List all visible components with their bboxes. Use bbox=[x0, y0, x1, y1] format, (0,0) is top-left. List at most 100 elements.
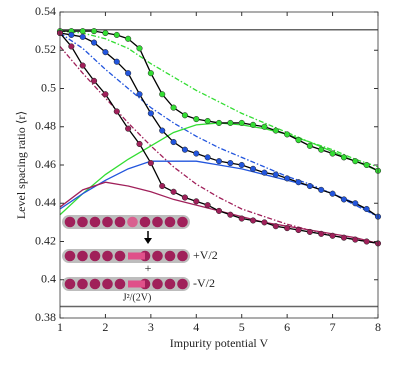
marker bbox=[272, 223, 279, 230]
marker bbox=[136, 91, 143, 98]
marker bbox=[113, 31, 120, 39]
marker bbox=[193, 198, 200, 205]
x-tick-label: 1 bbox=[57, 320, 63, 334]
site bbox=[177, 250, 188, 262]
dashed-line bbox=[59, 32, 379, 218]
site bbox=[152, 216, 163, 228]
marker bbox=[352, 200, 359, 207]
y-tick-label: 0.54 bbox=[35, 4, 56, 18]
site bbox=[127, 216, 138, 228]
marker bbox=[170, 188, 177, 195]
site bbox=[164, 216, 176, 228]
site bbox=[114, 216, 126, 228]
marker bbox=[295, 137, 302, 144]
marker bbox=[295, 179, 302, 186]
marker bbox=[261, 169, 268, 176]
y-tick-label: 0.48 bbox=[35, 119, 56, 133]
y-tick-label: 0.52 bbox=[35, 42, 56, 56]
marker bbox=[125, 70, 132, 77]
marker bbox=[181, 146, 188, 153]
marker bbox=[159, 182, 166, 190]
site bbox=[89, 250, 101, 262]
site bbox=[102, 278, 113, 290]
site bbox=[164, 278, 176, 290]
bond bbox=[128, 280, 145, 288]
marker bbox=[215, 158, 223, 165]
site bbox=[139, 216, 151, 228]
marker bbox=[329, 190, 336, 197]
marker bbox=[227, 160, 234, 167]
dashed-line bbox=[59, 30, 379, 168]
marker bbox=[352, 158, 359, 165]
bond bbox=[128, 252, 145, 260]
marker bbox=[363, 238, 370, 245]
marker bbox=[261, 219, 268, 226]
marker bbox=[340, 196, 347, 203]
marker bbox=[352, 236, 359, 243]
site bbox=[152, 250, 163, 262]
marker bbox=[68, 31, 75, 39]
marker bbox=[261, 123, 268, 130]
marker bbox=[284, 225, 291, 232]
marker bbox=[238, 119, 245, 126]
marker bbox=[284, 131, 291, 138]
y-tick-label: 0.44 bbox=[35, 195, 56, 209]
x-tick-label: 6 bbox=[284, 320, 290, 334]
marker bbox=[102, 91, 109, 98]
site bbox=[152, 278, 163, 290]
marker bbox=[295, 226, 302, 234]
site bbox=[177, 216, 188, 228]
marker bbox=[318, 146, 325, 153]
site bbox=[102, 250, 113, 262]
x-tick-label: 5 bbox=[239, 320, 245, 334]
marker bbox=[363, 205, 370, 213]
marker bbox=[250, 165, 257, 172]
marker bbox=[215, 207, 223, 214]
y-tick-label: 0.42 bbox=[35, 233, 56, 247]
marker bbox=[363, 161, 370, 169]
y-tick-label: 0.4 bbox=[41, 272, 56, 286]
marker bbox=[250, 121, 257, 128]
x-tick-label: 4 bbox=[193, 320, 199, 334]
annotation: +V/2 bbox=[193, 248, 218, 262]
marker bbox=[159, 127, 166, 134]
marker bbox=[113, 58, 120, 65]
site bbox=[64, 278, 76, 290]
marker bbox=[147, 160, 154, 167]
solid-line bbox=[59, 122, 379, 216]
inset-diagram: + +V/2 -V/2 J²/(2V) bbox=[62, 215, 218, 303]
marker bbox=[79, 62, 86, 69]
x-tick-label: 2 bbox=[102, 320, 108, 334]
annotation: J²/(2V) bbox=[123, 292, 152, 303]
x-tick-label: 3 bbox=[148, 320, 154, 334]
marker bbox=[79, 28, 86, 35]
marker bbox=[272, 127, 279, 134]
marker bbox=[329, 232, 336, 239]
marker bbox=[318, 230, 325, 237]
x-tick-label: 7 bbox=[330, 320, 336, 334]
marker bbox=[113, 108, 120, 115]
site bbox=[64, 250, 76, 262]
marker bbox=[227, 119, 234, 126]
site bbox=[177, 278, 188, 290]
marker bbox=[306, 228, 313, 235]
marker bbox=[306, 142, 313, 149]
marker bbox=[250, 217, 257, 224]
marker bbox=[147, 70, 154, 77]
x-tick-label: 8 bbox=[375, 320, 381, 334]
marker bbox=[238, 161, 245, 169]
x-axis-label: Impurity potential V bbox=[170, 336, 269, 350]
annotation: -V/2 bbox=[193, 276, 215, 290]
marker bbox=[193, 150, 200, 157]
marker bbox=[340, 234, 347, 241]
arrow-head bbox=[144, 238, 152, 244]
marker bbox=[68, 43, 75, 50]
marker bbox=[193, 116, 200, 123]
marker bbox=[170, 104, 177, 111]
marker bbox=[91, 28, 98, 35]
marker bbox=[318, 186, 325, 193]
y-tick-label: 0.46 bbox=[35, 157, 56, 171]
marker bbox=[102, 29, 109, 37]
marker bbox=[306, 182, 313, 190]
marker bbox=[181, 194, 188, 201]
